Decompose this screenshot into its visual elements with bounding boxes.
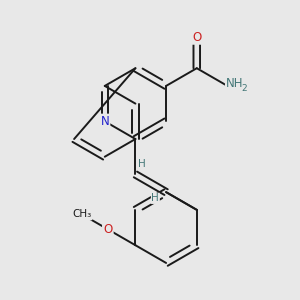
Text: H: H — [138, 159, 146, 169]
Text: CH₃: CH₃ — [72, 209, 92, 219]
Text: H: H — [152, 193, 159, 203]
Text: O: O — [192, 31, 201, 44]
Text: N: N — [100, 115, 109, 128]
Text: O: O — [103, 223, 112, 236]
Text: NH: NH — [226, 77, 243, 90]
Text: 2: 2 — [241, 83, 247, 92]
